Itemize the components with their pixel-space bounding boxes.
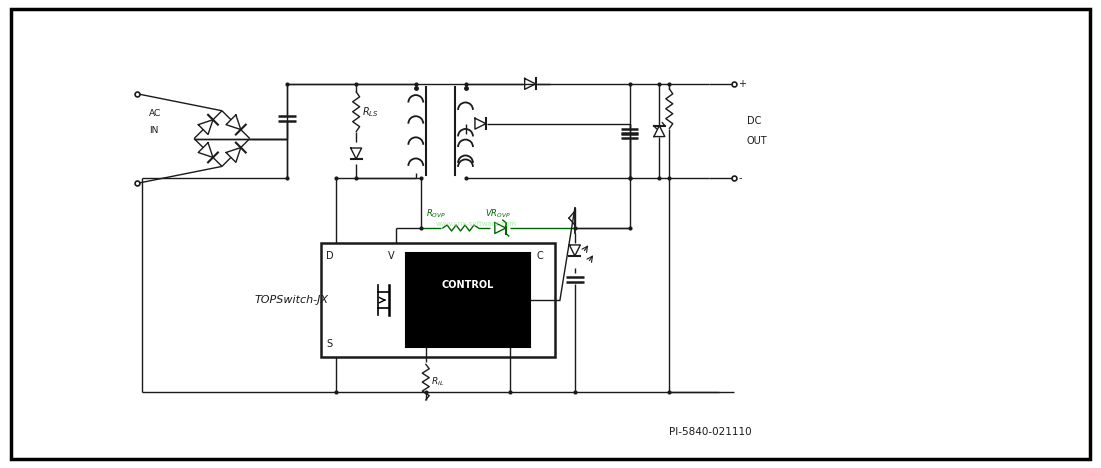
Text: $R_{OVP}$: $R_{OVP}$ <box>426 208 446 220</box>
Text: -: - <box>739 173 745 183</box>
Text: $VR_{OVP}$: $VR_{OVP}$ <box>486 208 511 220</box>
Text: S: S <box>326 339 333 349</box>
Text: DC: DC <box>746 116 761 126</box>
Text: X: X <box>423 340 429 351</box>
Text: IN: IN <box>150 126 159 135</box>
Text: OUT: OUT <box>746 136 767 146</box>
Text: PI-5840-021110: PI-5840-021110 <box>669 427 752 437</box>
Text: F: F <box>508 340 513 351</box>
Text: CONTROL: CONTROL <box>442 280 494 290</box>
Text: AC: AC <box>150 109 162 118</box>
Text: D: D <box>326 251 334 261</box>
Text: V: V <box>388 251 394 261</box>
Bar <box>406 253 530 347</box>
Text: www.cnx-software.com: www.cnx-software.com <box>436 221 516 227</box>
Bar <box>321 243 555 357</box>
Text: $R_{IL}$: $R_{IL}$ <box>430 376 444 388</box>
Text: $R_{LS}$: $R_{LS}$ <box>362 105 379 118</box>
Text: C: C <box>536 251 544 261</box>
Text: TOPSwitch-JX: TOPSwitch-JX <box>254 295 328 305</box>
Text: +: + <box>739 79 750 89</box>
